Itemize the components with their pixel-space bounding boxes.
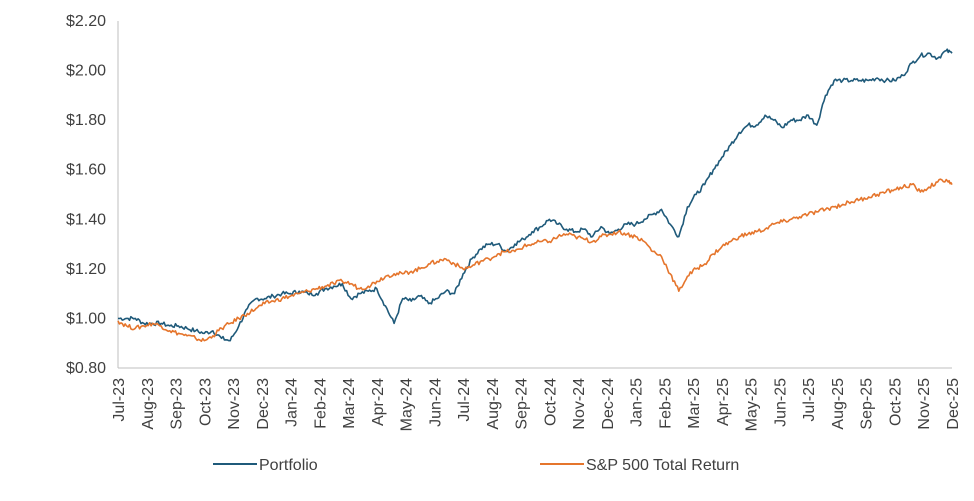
- y-tick-label: $1.40: [66, 211, 106, 228]
- x-tick-label: Mar-25: [686, 378, 703, 429]
- x-tick-label: Jun-24: [427, 378, 444, 427]
- series-line-0: [117, 48, 953, 342]
- x-tick-label: Jan-25: [629, 378, 646, 427]
- x-tick-label: Jul-23: [111, 378, 128, 422]
- x-tick-label: Oct-25: [887, 378, 904, 426]
- x-tick-label: Sep-24: [514, 378, 531, 430]
- x-tick-label: Oct-23: [197, 378, 214, 426]
- y-tick-label: $1.80: [66, 112, 106, 129]
- x-tick-label: Dec-25: [945, 378, 962, 430]
- x-tick-label: Jul-24: [456, 378, 473, 422]
- y-tick-label: $1.00: [66, 310, 106, 327]
- y-axis: $0.80 $1.00 $1.20 $1.40 $1.60 $1.80 $2.00 $2.20: [66, 13, 119, 377]
- x-tick-label: Nov-25: [916, 378, 933, 430]
- legend-label: Portfolio: [259, 457, 318, 474]
- x-tick-label: Dec-24: [600, 378, 617, 430]
- x-tick-label: Apr-25: [715, 378, 732, 426]
- x-tick-label: May-24: [399, 378, 416, 431]
- x-axis: Jul-23 Aug-23 Sep-23 Oct-23 Nov-23 Dec-23 Jan-…: [111, 367, 962, 431]
- y-tick-label: $2.20: [66, 13, 106, 30]
- y-tick-label: $1.60: [66, 162, 106, 179]
- x-tick-label: Aug-25: [830, 378, 847, 430]
- x-tick-label: Jun-25: [772, 378, 789, 427]
- series-layer: [117, 48, 953, 342]
- x-tick-label: Aug-24: [485, 378, 502, 430]
- y-tick-label: $1.20: [66, 261, 106, 278]
- x-tick-label: Dec-23: [255, 378, 272, 430]
- x-tick-label: Mar-24: [341, 378, 358, 429]
- x-tick-label: Jul-25: [801, 378, 818, 422]
- x-tick-label: Nov-23: [226, 378, 243, 430]
- y-tick-label: $0.80: [66, 360, 106, 377]
- series-line-1: [117, 178, 953, 342]
- legend: Portfolio S&P 500 Total Return: [213, 457, 739, 474]
- x-tick-label: Sep-23: [169, 378, 186, 430]
- x-tick-label: Nov-24: [571, 378, 588, 430]
- x-tick-label: Feb-24: [312, 378, 329, 429]
- x-tick-label: Jan-24: [284, 378, 301, 427]
- x-tick-label: May-25: [744, 378, 761, 431]
- x-tick-label: Feb-25: [657, 378, 674, 429]
- x-tick-label: Aug-23: [140, 378, 157, 430]
- x-tick-label: Apr-24: [370, 378, 387, 426]
- y-tick-label: $2.00: [66, 63, 106, 80]
- legend-label: S&P 500 Total Return: [586, 457, 739, 474]
- x-tick-label: Oct-24: [542, 378, 559, 426]
- x-tick-label: Sep-25: [859, 378, 876, 430]
